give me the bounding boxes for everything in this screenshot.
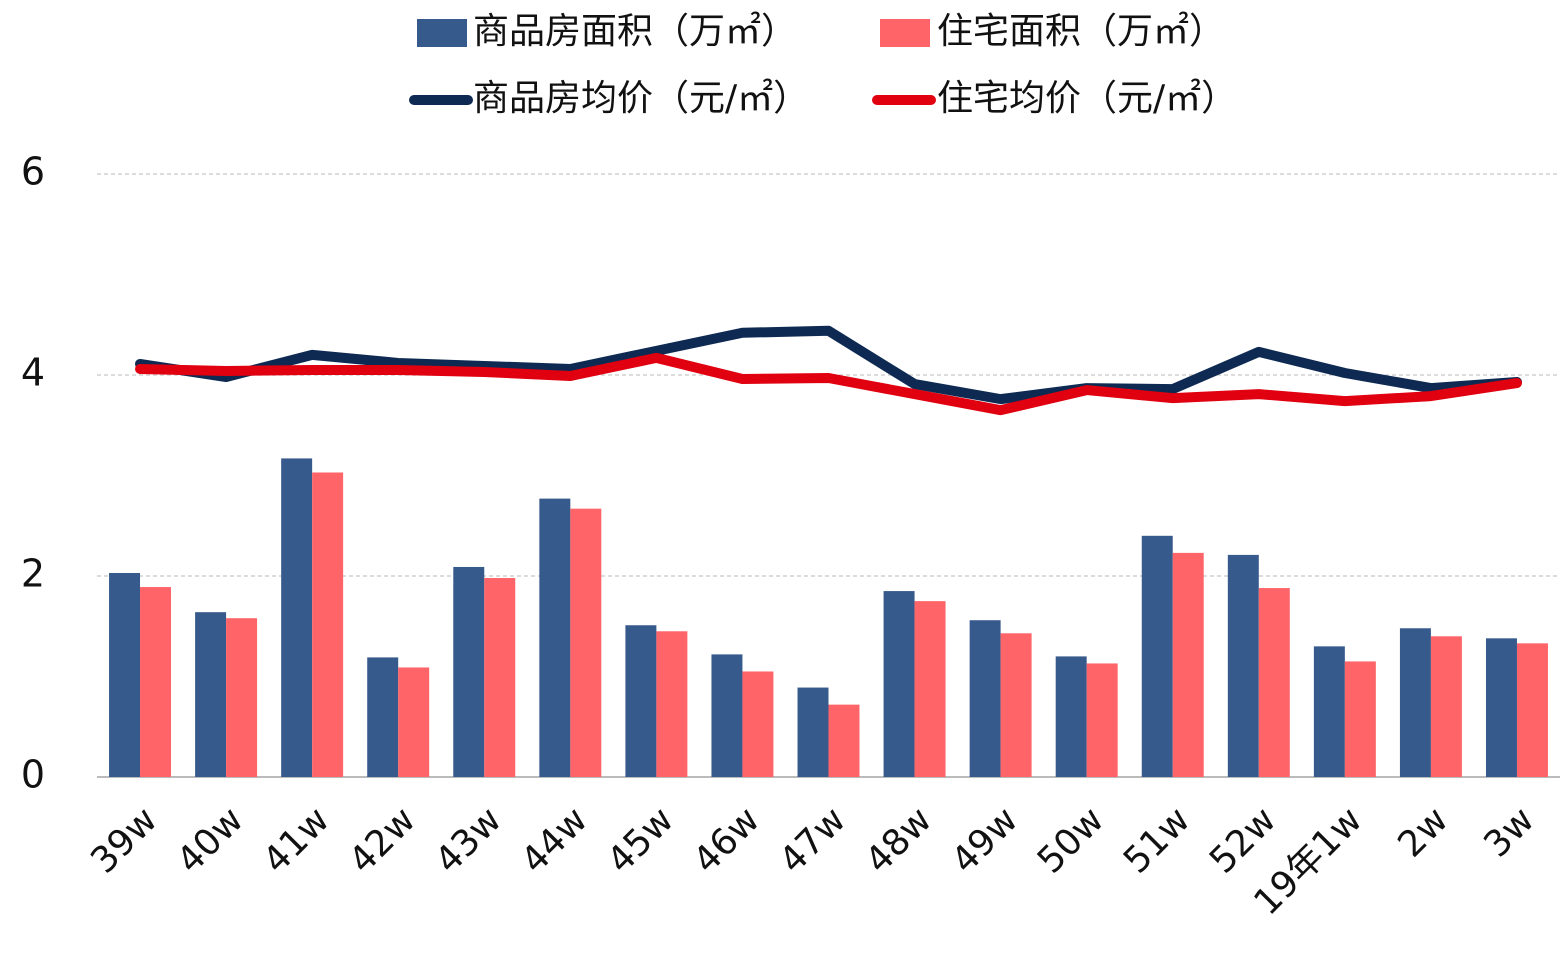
line <box>135 325 1522 405</box>
bar <box>398 667 430 777</box>
x-tick-label: 41w <box>255 799 337 881</box>
y-tick-label: 0 <box>21 753 45 797</box>
x-tick-label: 2w <box>1390 799 1456 865</box>
bar <box>1430 636 1462 777</box>
y-tick-label: 2 <box>21 552 45 596</box>
x-tick-label: 46w <box>686 799 768 881</box>
x-tick-label: 39w <box>83 799 165 881</box>
y-tick-label: 6 <box>21 150 45 194</box>
x-tick-label: 44w <box>514 799 596 881</box>
bar <box>797 687 829 777</box>
bar <box>1172 552 1204 777</box>
bar <box>1344 661 1376 777</box>
bar <box>711 654 743 777</box>
bar <box>1000 633 1032 777</box>
bar <box>656 631 688 777</box>
bar <box>1485 638 1517 777</box>
bar <box>226 618 258 777</box>
bar <box>367 657 399 777</box>
y-tick-label: 4 <box>21 351 45 395</box>
x-tick-label: 47w <box>772 799 854 881</box>
x-tick-label: 40w <box>169 799 251 881</box>
bar <box>484 578 516 777</box>
bar <box>1227 554 1259 777</box>
bar <box>140 587 172 777</box>
bar <box>1086 663 1118 777</box>
legend-label: 住宅均价（元/㎡） <box>937 77 1237 119</box>
bar <box>1258 588 1290 777</box>
bar <box>539 498 571 777</box>
x-tick-label: 48w <box>858 799 940 881</box>
bar <box>570 508 602 777</box>
legend-swatch <box>880 19 930 47</box>
x-tick-label: 43w <box>427 799 509 881</box>
bar <box>1516 643 1548 777</box>
x-tick-label: 3w <box>1476 799 1542 865</box>
bar <box>1141 535 1173 777</box>
legend-label: 商品房均价（元/㎡） <box>473 77 809 119</box>
bar <box>828 704 860 777</box>
bar <box>195 612 227 777</box>
bar <box>969 620 1001 777</box>
bar <box>109 572 141 777</box>
x-tick-label: 50w <box>1030 799 1112 881</box>
bar <box>883 591 915 777</box>
bar <box>914 601 946 777</box>
bar <box>1313 646 1345 777</box>
x-tick-label: 45w <box>600 799 682 881</box>
bar <box>1055 656 1087 777</box>
bar <box>1399 628 1431 777</box>
bar <box>281 458 313 777</box>
line <box>135 352 1522 416</box>
x-tick-label: 42w <box>341 799 423 881</box>
legend-label: 商品房面积（万㎡） <box>473 10 797 52</box>
legend-label: 住宅面积（万㎡） <box>937 10 1225 52</box>
bar <box>625 625 657 777</box>
x-tick-label: 51w <box>1116 799 1198 881</box>
legend-swatch <box>417 19 467 47</box>
bar <box>453 566 485 777</box>
x-tick-label: 49w <box>944 799 1026 881</box>
bar <box>742 671 774 777</box>
bar <box>312 472 344 777</box>
